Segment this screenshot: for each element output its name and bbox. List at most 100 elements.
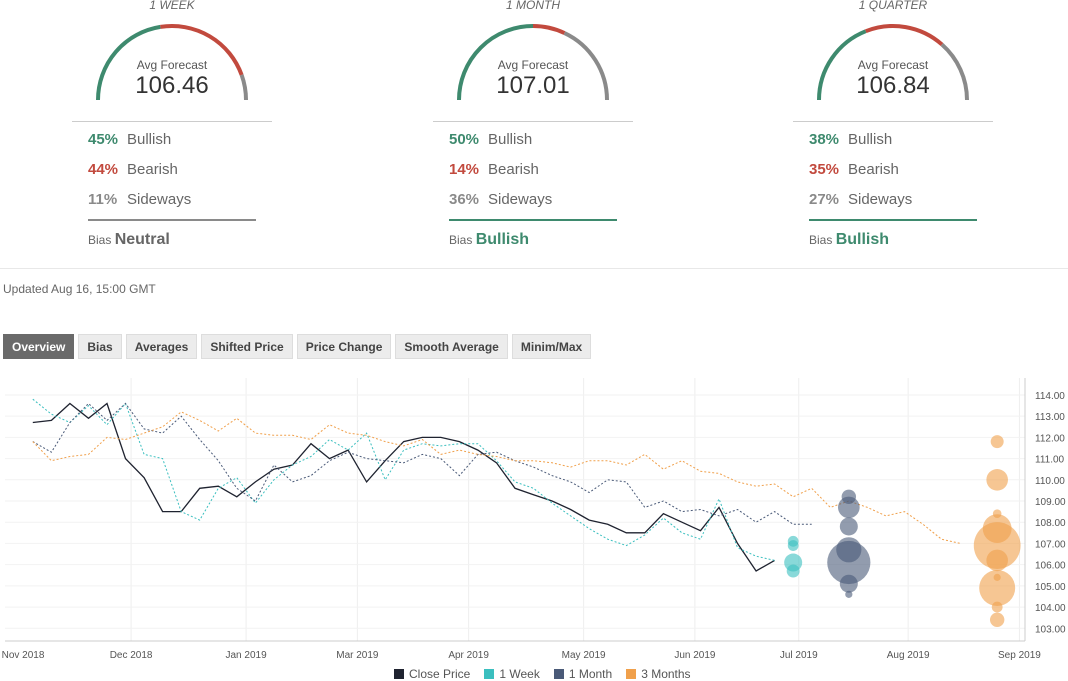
forecast-bubble-3-months[interactable] [986,469,1008,491]
bias-label: Bias [88,233,112,247]
legend-item-week[interactable]: 1 Week [484,667,540,681]
gauge-bullish-segment [96,24,161,101]
x-tick-label: Jan 2019 [226,650,268,661]
bullish-row: 50% Bullish [449,131,532,148]
legend-item-close[interactable]: Close Price [394,667,470,681]
bearish-pct: 44% [88,161,119,178]
forecast-bubble-1-month[interactable] [838,496,860,519]
avg-forecast-label: Avg Forecast [497,58,569,72]
bias: Bias Bullish [449,231,529,249]
avg-forecast-value: 106.84 [856,72,930,99]
y-tick-label: 111.00 [1035,455,1065,466]
bullish-pct: 50% [449,131,480,148]
legend-label: 1 Month [568,667,613,681]
bearish-row: 14% Bearish [449,161,539,178]
tab-shifted-price[interactable]: Shifted Price [201,334,293,359]
legend-swatch [394,669,404,679]
forecast-gauge: Avg Forecast 106.46 [94,12,250,107]
bias-value: Bullish [835,231,890,248]
bullish-pct: 38% [809,131,840,148]
divider [793,121,993,122]
forecast-bubble-3-months[interactable] [986,549,1008,572]
y-tick-label: 108.00 [1035,518,1066,529]
bias-value: Neutral [114,231,170,248]
sideways-pct: 36% [449,191,480,208]
forecast-bubble-1-week[interactable] [787,540,799,551]
gauge-bearish-segment [532,24,566,35]
avg-forecast-label: Avg Forecast [857,58,929,72]
bullish-label: Bullish [848,131,893,148]
forecast-bubble-1-month[interactable] [839,517,858,536]
x-tick-label: Jul 2019 [780,650,818,661]
bearish-label: Bearish [127,161,178,178]
forecast-chart: 114.00 113.00 112.00 111.00 110.00 109.00 108.… [2,378,1066,661]
tab-price-change[interactable]: Price Change [296,334,392,359]
sideways-label: Sideways [127,191,192,208]
y-tick-label: 109.00 [1035,497,1066,508]
x-tick-label: Aug 2019 [887,650,930,661]
forecast-gauge: Avg Forecast 106.84 [815,12,971,107]
sideways-label: Sideways [488,191,553,208]
forecast-bubble-3-months[interactable] [989,612,1005,627]
gauge-sideways-segment [940,42,969,101]
x-tick-label: Dec 2018 [110,650,153,661]
bias-underline [88,219,256,221]
sideways-pct: 27% [809,191,840,208]
forecast-bubble-3-months[interactable] [990,435,1004,449]
section-divider [0,268,1068,269]
chart-grid [5,378,1025,641]
bearish-label: Bearish [488,161,539,178]
forecast-bubble-1-month[interactable] [845,590,853,598]
bias: Bias Bullish [809,231,889,249]
gauge-arc [457,24,609,101]
x-tick-label: Nov 2018 [2,650,45,661]
bearish-pct: 14% [449,161,480,178]
bias-label: Bias [449,233,473,247]
legend-item-quarter[interactable]: 3 Months [626,667,691,681]
y-tick-label: 106.00 [1035,561,1066,572]
legend-label: 1 Week [499,667,540,681]
tab-minim-max[interactable]: Minim/Max [511,334,592,359]
avg-forecast-label: Avg Forecast [136,58,208,72]
legend-swatch [553,669,564,679]
legend-swatch [626,669,637,679]
tab-bias[interactable]: Bias [78,334,122,359]
forecast-bubble-1-month[interactable] [827,540,871,585]
x-tick-label: May 2019 [562,650,606,661]
forecast-bubble-1-month[interactable] [839,574,858,593]
gauge-arc [96,24,249,101]
updated-timestamp: Updated Aug 16, 15:00 GMT [3,282,156,296]
legend-label: 3 Months [641,667,691,681]
y-tick-label: 110.00 [1035,476,1065,487]
tab-smooth-average[interactable]: Smooth Average [395,334,508,359]
x-tick-label: Jun 2019 [674,650,716,661]
divider [433,121,633,122]
forecast-bubble-1-week[interactable] [786,564,800,578]
bias-label: Bias [809,233,833,247]
tab-overview[interactable]: Overview [3,334,75,359]
card-period: 1 QUARTER [858,0,928,12]
gauge-bullish-segment [817,29,867,101]
forecast-bubble-3-months[interactable] [973,522,1021,569]
bullish-pct: 45% [88,131,119,148]
bearish-row: 44% Bearish [88,161,178,178]
y-tick-label: 105.00 [1035,582,1066,593]
forecast-gauge: Avg Forecast 107.01 [455,12,611,107]
forecast-bubble-3-months[interactable] [979,569,1016,606]
bias-underline [809,219,977,221]
bullish-row: 38% Bullish [809,131,892,148]
x-tick-label: Sep 2019 [998,650,1041,661]
avg-forecast-value: 106.46 [135,72,209,99]
gauge-bearish-segment [160,24,244,76]
forecast-bubble-3-months[interactable] [991,601,1003,613]
legend-label: Close Price [409,667,471,681]
bearish-pct: 35% [809,161,840,178]
series-line-3-months [32,411,961,544]
avg-forecast-value: 107.01 [496,72,570,99]
chart-legend: Close Price 1 Week 1 Month 3 Months [394,667,691,681]
bullish-row: 45% Bullish [88,131,171,148]
tab-averages[interactable]: Averages [125,334,198,359]
legend-item-month[interactable]: 1 Month [553,667,613,681]
y-tick-label: 103.00 [1035,624,1066,635]
y-tick-label: 113.00 [1035,412,1065,423]
